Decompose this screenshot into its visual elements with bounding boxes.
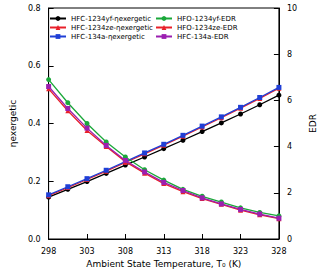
svg-text:323: 323 (233, 247, 248, 256)
svg-text:0.8: 0.8 (28, 4, 41, 13)
svg-text:HFC-1234ze-ηexergetic: HFC-1234ze-ηexergetic (71, 24, 153, 32)
svg-text:2: 2 (287, 188, 292, 197)
svg-text:Ambient State Temperature, T₀: Ambient State Temperature, T₀ (K) (86, 259, 241, 269)
svg-text:313: 313 (156, 247, 171, 256)
svg-text:HFC-1234yf-ηexergetic: HFC-1234yf-ηexergetic (71, 15, 151, 23)
svg-text:6: 6 (287, 96, 292, 105)
svg-text:308: 308 (118, 247, 133, 256)
svg-text:328: 328 (271, 247, 286, 256)
svg-text:318: 318 (195, 247, 210, 256)
svg-text:HFO-1234yf-EDR: HFO-1234yf-EDR (177, 15, 236, 23)
svg-text:0.6: 0.6 (28, 61, 41, 70)
svg-text:HFC-134a-ηexergetic: HFC-134a-ηexergetic (71, 33, 145, 41)
svg-text:EDR: EDR (308, 114, 318, 133)
svg-text:10: 10 (287, 4, 297, 13)
svg-text:298: 298 (41, 247, 56, 256)
svg-text:0.0: 0.0 (28, 235, 41, 244)
svg-text:ηexergetic: ηexergetic (8, 100, 18, 147)
svg-text:HFC-134a-EDR: HFC-134a-EDR (177, 33, 229, 41)
svg-text:4: 4 (287, 142, 292, 151)
svg-text:0.4: 0.4 (28, 119, 41, 128)
svg-text:HFO-1234ze-EDR: HFO-1234ze-EDR (177, 24, 238, 32)
svg-text:0: 0 (287, 235, 292, 244)
svg-text:303: 303 (79, 247, 94, 256)
svg-text:0.2: 0.2 (28, 177, 41, 186)
svg-text:8: 8 (287, 50, 292, 59)
